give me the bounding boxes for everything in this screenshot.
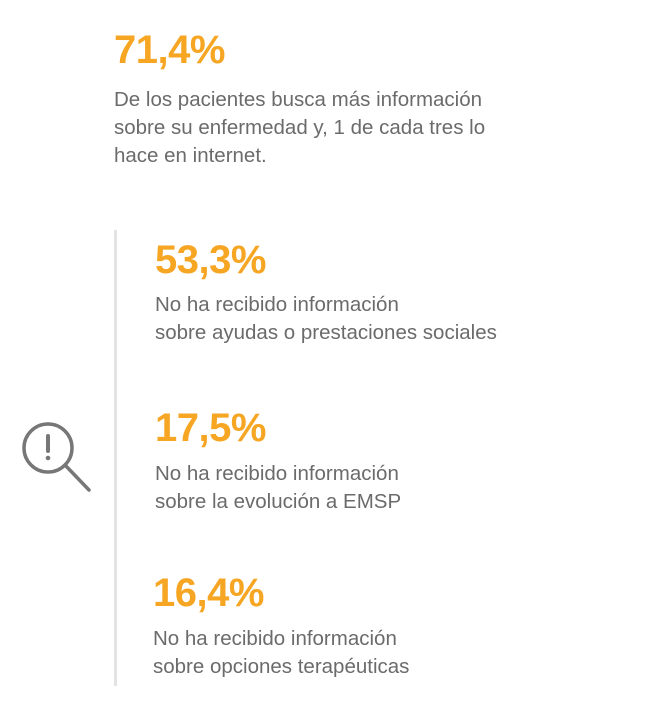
description-line: sobre opciones terapéuticas	[153, 655, 410, 678]
header-stat-description: De los pacientes busca más información s…	[114, 86, 485, 170]
description-line: De los pacientes busca más información	[114, 88, 483, 111]
stat-value: 53,3%	[155, 238, 266, 282]
header-stat-value: 71,4%	[114, 28, 225, 72]
description-line: No ha recibido información	[153, 627, 397, 650]
description-line: sobre ayudas o prestaciones sociales	[155, 321, 497, 344]
stat-description: No ha recibido información sobre ayudas …	[155, 291, 497, 347]
description-line: sobre la evolución a EMSP	[155, 490, 402, 513]
stat-value: 16,4%	[153, 571, 264, 615]
description-line: No ha recibido información	[155, 293, 399, 316]
stat-description: No ha recibido información sobre la evol…	[155, 460, 401, 516]
divider-line	[114, 230, 117, 686]
stat-value: 17,5%	[155, 406, 266, 450]
description-line: No ha recibido información	[155, 462, 399, 485]
description-line: hace en internet.	[114, 144, 267, 167]
stat-description: No ha recibido información sobre opcione…	[153, 625, 409, 681]
search-alert-icon	[14, 418, 94, 503]
description-line: sobre su enfermedad y, 1 de cada tres lo	[114, 116, 486, 139]
